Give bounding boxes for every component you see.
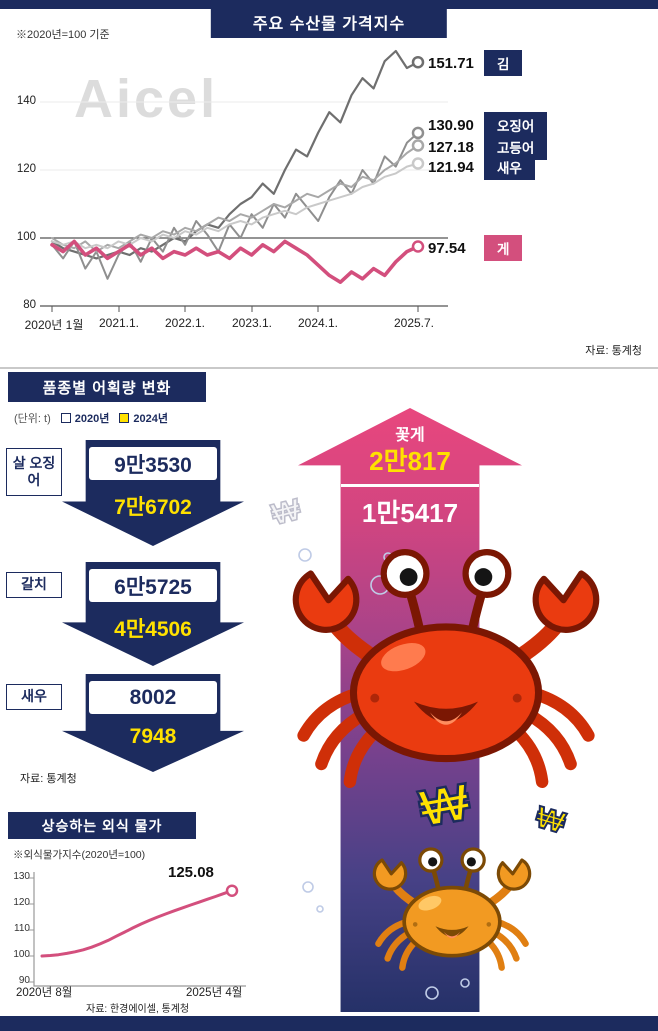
y-tick-80: 80 <box>23 299 36 311</box>
bluecrab-divider <box>340 484 480 487</box>
catch-arrow-bluecrab-up: 꽃게 2만817 1만5417 <box>298 408 522 1012</box>
bottom-border-bar <box>0 1016 658 1031</box>
food-price-chart <box>29 872 246 987</box>
series-endpoint-외식물가지수 <box>225 884 239 897</box>
legend-2020-swatch <box>60 413 71 423</box>
series-line-외식물가지수 <box>40 889 234 958</box>
food-x-end: 2025년 4월 <box>186 987 243 999</box>
food-y-130: 130 <box>13 871 30 882</box>
won-icon: ₩ <box>268 492 305 532</box>
x-tick-2023: 2023.1. <box>231 316 273 330</box>
aicel-watermark: Aicel <box>74 69 219 129</box>
food-end-value: 125.08 <box>168 864 214 881</box>
series-value-mackerel: 127.18 <box>428 138 474 156</box>
y-tick-100: 100 <box>16 231 36 243</box>
section-divider <box>0 367 658 369</box>
x-axis-ticks <box>51 306 419 312</box>
legend-2020-label: 2020년 <box>74 413 110 425</box>
series-line-새우 <box>51 162 419 250</box>
bluecrab-2024: 2만817 <box>369 446 451 476</box>
series-endpoint-게 <box>411 240 425 253</box>
series-value-crab: 97.54 <box>428 239 466 257</box>
food-y-110: 110 <box>14 923 30 934</box>
series-value-shrimp: 121.94 <box>428 158 474 176</box>
catch-arrow-squid: 9만3530 7만6702 <box>62 440 244 546</box>
food-y-ticks <box>29 877 34 983</box>
y-tick-120: 120 <box>16 163 36 175</box>
catch-arrow-shrimp: 8002 7948 <box>62 674 244 772</box>
legend-2024-label: 2024년 <box>133 413 168 425</box>
catch-shrimp-2020: 8002 <box>89 681 217 714</box>
series-value-gim: 151.71 <box>428 54 474 72</box>
catch-squid-2020: 9만3530 <box>89 447 217 480</box>
main-chart-title: 주요 수산물 가격지수 <box>210 0 448 38</box>
series-label-squid: 130.90 오징어 <box>428 112 548 138</box>
series-endpoint-고등어 <box>411 139 425 152</box>
series-label-gim: 151.71 김 <box>428 50 523 76</box>
legend-2024-swatch <box>119 413 130 423</box>
food-y-100: 100 <box>13 949 30 960</box>
food-x-start: 2020년 8월 <box>16 987 73 999</box>
food-section-title: 상승하는 외식 물가 <box>8 812 196 839</box>
price-trend-chart <box>40 49 448 312</box>
series-label-shrimp: 121.94 새우 <box>428 154 535 180</box>
x-tick-2022: 2022.1. <box>164 316 206 330</box>
food-y-90: 90 <box>18 975 30 986</box>
food-y-120: 120 <box>13 897 30 908</box>
series-badge-gim: 김 <box>484 50 523 76</box>
catch-squid-2024: 7만6702 <box>114 496 192 519</box>
base-year-note: ※2020년=100 기준 <box>16 29 110 41</box>
catch-shrimp-2024: 7948 <box>129 725 177 748</box>
source-food-chart: 자료: 한경에이셀, 통계청 <box>86 1004 190 1015</box>
series-value-squid: 130.90 <box>428 116 474 134</box>
x-tick-2024: 2024.1. <box>297 316 339 330</box>
unit-note: (단위: t) <box>14 413 51 425</box>
legend-2020: 2020년 <box>60 410 110 426</box>
catch-legend: (단위: t) 2020년 2024년 <box>14 410 168 426</box>
x-tick-2021: 2021.1. <box>98 316 140 330</box>
series-line-김 <box>50 49 420 260</box>
source-main-chart: 자료: 통계청 <box>585 345 642 357</box>
catch-section-title: 품종별 어획량 변화 <box>8 372 206 402</box>
species-box-shrimp: 새우 <box>6 684 62 710</box>
series-endpoint-오징어 <box>411 126 425 140</box>
series-line-게 <box>50 239 420 285</box>
series-endpoint-새우 <box>411 157 425 170</box>
catch-arrow-hairtail: 6만5725 4만4506 <box>62 562 244 666</box>
won-icon: ₩ <box>414 772 475 840</box>
source-catch: 자료: 통계청 <box>20 773 77 785</box>
series-badge-shrimp: 새우 <box>484 154 535 180</box>
series-endpoint-김 <box>411 55 425 69</box>
legend-2024: 2024년 <box>119 410 168 426</box>
food-index-note: ※외식물가지수(2020년=100) <box>13 849 146 861</box>
series-label-crab: 97.54 게 <box>428 235 523 261</box>
x-tick-2025: 2025.7. <box>393 316 435 330</box>
y-tick-140: 140 <box>16 95 36 107</box>
catch-hairtail-2024: 4만4506 <box>114 618 192 641</box>
series-badge-squid: 오징어 <box>484 112 548 138</box>
won-icon: ₩ <box>531 800 569 842</box>
food-chart-axes <box>33 872 246 987</box>
species-box-squid: 살 오징어 <box>6 448 62 496</box>
bluecrab-label: 꽃게 <box>395 427 425 444</box>
series-badge-crab: 게 <box>484 235 523 261</box>
x-tick-2020: 2020년 1월 <box>24 318 84 332</box>
bluecrab-2020: 1만5417 <box>361 498 459 528</box>
species-box-hairtail: 갈치 <box>6 572 62 598</box>
series-line-고등어 <box>51 144 419 253</box>
catch-hairtail-2020: 6만5725 <box>89 569 217 602</box>
